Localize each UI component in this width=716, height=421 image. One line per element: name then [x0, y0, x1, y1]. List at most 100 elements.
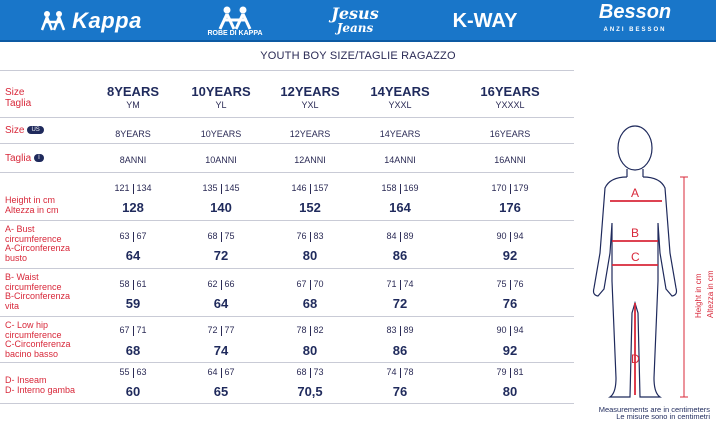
column-header: 8YEARS — [106, 84, 160, 99]
row-divider — [0, 220, 574, 221]
bust-min: 90 — [496, 231, 507, 241]
size-label: Size — [5, 87, 25, 98]
inseam-min: 64 — [207, 367, 218, 377]
range-separator — [399, 231, 401, 242]
bust-range: 76 83 — [255, 231, 365, 242]
hip-min: 83 — [386, 325, 397, 335]
height-min: 170 — [491, 183, 507, 193]
column-header: 16YEARS — [480, 84, 540, 99]
range-separator — [132, 183, 134, 194]
hip-range: 78 82 — [255, 325, 365, 336]
height-max: 157 — [313, 183, 329, 193]
row-divider — [0, 403, 574, 404]
hip-label: C- Low hip circumference C-Circonferenza… — [5, 320, 71, 359]
taglia-label: Taglia — [5, 98, 32, 109]
waist-range: 67 70 — [255, 279, 365, 290]
hip-min: 90 — [496, 325, 507, 335]
inseam-min: 55 — [119, 367, 130, 377]
range-separator — [309, 279, 311, 290]
hip-range: 67 71 — [78, 325, 188, 336]
range-separator — [309, 367, 311, 378]
us-size-value: 14YEARS — [379, 129, 421, 139]
kway-logo: K-WAY — [440, 0, 530, 42]
waist-value: 76 — [502, 296, 518, 311]
bust-range: 90 94 — [455, 231, 565, 242]
body-diagram: A B C D Height in cm Altezza in cm — [580, 113, 716, 413]
altezza-vertical-label: Altezza in cm — [706, 270, 715, 318]
height-max: 169 — [403, 183, 419, 193]
row-divider — [0, 316, 574, 317]
it-size-value: 8ANNI — [119, 155, 147, 165]
waist-value: 72 — [392, 296, 408, 311]
row-divider — [0, 268, 574, 269]
hip-value: 86 — [392, 343, 408, 358]
row-divider — [0, 172, 574, 173]
jesus-wordmark: Jesus — [331, 4, 379, 23]
hip-min: 78 — [296, 325, 307, 335]
jesus-jeans-logo: Jesus Jeans — [310, 0, 400, 42]
range-separator — [220, 279, 222, 290]
waist-max: 76 — [513, 279, 524, 289]
range-separator — [220, 183, 222, 194]
hip-max: 89 — [403, 325, 414, 335]
taglia-value: YL — [215, 100, 227, 110]
waist-value: 64 — [213, 296, 229, 311]
range-separator — [309, 183, 311, 194]
page-title: YOUTH BOY SIZE/TAGLIE RAGAZZO — [260, 50, 456, 62]
i-badge: I — [34, 154, 44, 163]
bust-range: 63 67 — [78, 231, 188, 242]
hip-range: 90 94 — [455, 325, 565, 336]
robe-di-kappa-logo: ROBE DI KAPPA — [195, 0, 275, 42]
bust-min: 76 — [296, 231, 307, 241]
height-min: 158 — [381, 183, 397, 193]
robe-di-kappa-wordmark: ROBE DI KAPPA — [207, 29, 263, 37]
waist-min: 62 — [207, 279, 218, 289]
waist-max: 70 — [313, 279, 324, 289]
bust-value: 80 — [302, 248, 318, 263]
range-separator — [309, 231, 311, 242]
bust-min: 63 — [119, 231, 130, 241]
it-size-value: 12ANNI — [294, 155, 326, 165]
waist-label: B- Waist circumference B-Circonferenza v… — [5, 272, 71, 311]
column-header: 10YEARS — [191, 84, 251, 99]
child-silhouette-icon: A B C D — [592, 125, 688, 398]
inseam-value: 65 — [213, 384, 229, 399]
us-size-value: 12YEARS — [289, 129, 331, 139]
row-divider — [0, 362, 574, 363]
range-separator — [509, 325, 511, 336]
range-separator — [509, 367, 511, 378]
inseam-range: 55 63 — [78, 367, 188, 378]
inseam-range: 68 73 — [255, 367, 365, 378]
size-us-label: Size US — [5, 126, 44, 136]
range-separator — [132, 367, 134, 378]
height-min: 121 — [114, 183, 130, 193]
taglia-i-text: Taglia — [5, 153, 32, 164]
range-separator — [220, 325, 222, 336]
range-separator — [509, 231, 511, 242]
height-max: 145 — [224, 183, 240, 193]
inseam-value: 70,5 — [297, 384, 323, 399]
waist-range: 58 61 — [78, 279, 188, 290]
height-range: 135 145 — [166, 183, 276, 194]
row-divider — [0, 143, 574, 144]
inseam-range: 64 67 — [166, 367, 276, 378]
height-value: 176 — [499, 200, 521, 215]
taglia-value: YM — [126, 100, 140, 110]
marker-d: D — [631, 352, 640, 366]
range-separator — [132, 325, 134, 336]
kappa-figures-icon — [40, 11, 66, 31]
height-max: 179 — [513, 183, 529, 193]
bust-range: 84 89 — [345, 231, 455, 242]
waist-value: 59 — [125, 296, 141, 311]
height-vertical-label: Height in cm — [694, 273, 703, 318]
bust-max: 75 — [224, 231, 235, 241]
height-min: 135 — [202, 183, 218, 193]
range-separator — [220, 231, 222, 242]
range-separator — [399, 183, 401, 194]
inseam-min: 68 — [296, 367, 307, 377]
inseam-range: 79 81 — [455, 367, 565, 378]
taglia-i-label: Taglia I — [5, 154, 44, 164]
height-max: 134 — [136, 183, 152, 193]
measurement-note-en: Measurements are in centimeters — [598, 405, 710, 414]
taglia-value: YXL — [301, 100, 319, 110]
